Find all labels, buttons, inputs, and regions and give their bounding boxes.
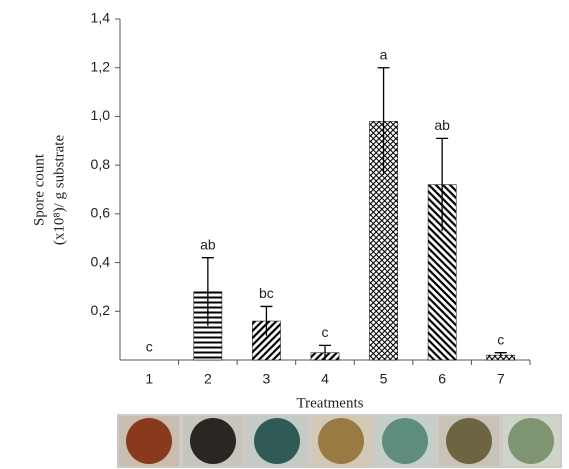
error-bar xyxy=(494,352,507,358)
y-tick-label: 0,8 xyxy=(91,156,111,172)
x-tick-label: 5 xyxy=(380,371,388,387)
y-tick-label: 1,0 xyxy=(91,107,111,123)
significance-label: c xyxy=(322,324,329,340)
error-bar xyxy=(260,305,273,336)
x-tick-label: 6 xyxy=(438,371,446,387)
y-axis-label: Spore count xyxy=(31,153,47,226)
error-bar xyxy=(201,257,214,326)
y-tick-label: 0,2 xyxy=(91,302,111,318)
significance-label: c xyxy=(146,339,153,355)
x-tick-label: 3 xyxy=(263,371,271,387)
x-tick-label: 4 xyxy=(321,371,329,387)
significance-label: a xyxy=(380,46,388,62)
x-tick-label: 1 xyxy=(145,371,153,387)
error-bar xyxy=(377,67,390,175)
y-tick-label: 1,4 xyxy=(91,10,111,26)
error-bar xyxy=(319,344,331,360)
x-tick-label: 7 xyxy=(497,371,505,387)
significance-label: c xyxy=(497,331,504,347)
error-bar xyxy=(436,137,449,231)
significance-label: bc xyxy=(259,285,274,301)
x-axis-label: Treatments xyxy=(297,395,364,411)
x-tick-label: 2 xyxy=(204,371,212,387)
y-axis-label: (x10⁸)/ g substrate xyxy=(51,135,67,246)
significance-label: ab xyxy=(200,236,216,252)
y-tick-label: 0,6 xyxy=(91,205,111,221)
photo-strip xyxy=(117,414,562,468)
significance-label: ab xyxy=(434,117,450,133)
y-tick-label: 1,2 xyxy=(91,58,111,74)
y-tick-label: 0,4 xyxy=(91,253,111,269)
